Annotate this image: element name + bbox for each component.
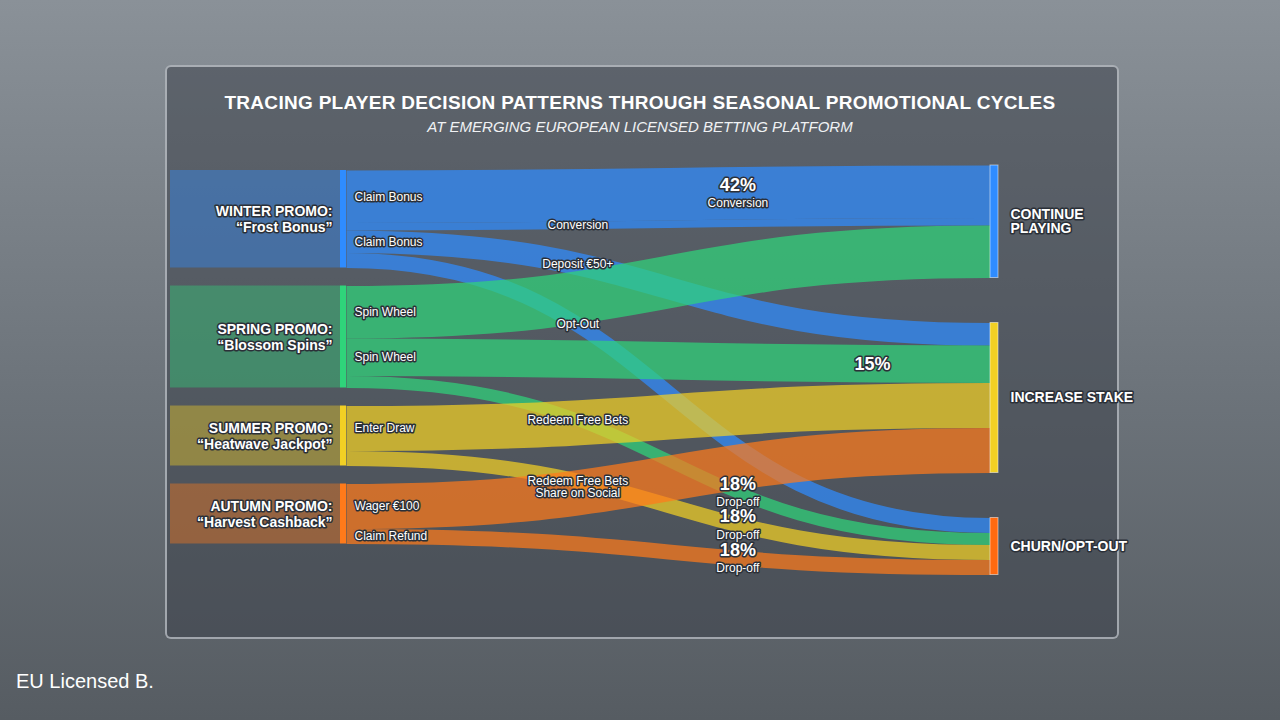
svg-text:42%: 42%	[720, 175, 756, 195]
svg-text:Claim Bonus: Claim Bonus	[355, 235, 423, 249]
svg-text:18%: 18%	[720, 540, 756, 560]
svg-text:SUMMER PROMO:“Heatwave Jackpot: SUMMER PROMO:“Heatwave Jackpot”	[197, 420, 332, 452]
html-text:AT EMERGING EUROPEAN LICENSED: AT EMERGING EUROPEAN LICENSED BETTING PL…	[427, 118, 853, 135]
svg-text:Claim Refund: Claim Refund	[355, 529, 428, 543]
svg-text:15%: 15%	[854, 354, 890, 374]
svg-text:Drop-off: Drop-off	[716, 561, 760, 575]
svg-text:Deposit €50+: Deposit €50+	[542, 257, 613, 271]
svg-text:Spin Wheel: Spin Wheel	[355, 305, 416, 319]
svg-text:18%: 18%	[720, 474, 756, 494]
svg-text:Claim Bonus: Claim Bonus	[355, 190, 423, 204]
svg-text:AUTUMN PROMO:“Harvest Cashback: AUTUMN PROMO:“Harvest Cashback”	[197, 498, 332, 530]
svg-text:Opt-Out: Opt-Out	[556, 317, 599, 331]
svg-text:CHURN/OPT-OUT: CHURN/OPT-OUT	[1011, 538, 1128, 554]
svg-text:Redeem Free Bets: Redeem Free Bets	[527, 474, 629, 489]
svg-text:INCREASE STAKE: INCREASE STAKE	[1011, 389, 1134, 405]
svg-text:Conversion: Conversion	[708, 196, 769, 210]
html-text:TRACING PLAYER DECISION PATTER: TRACING PLAYER DECISION PATTERNS THROUGH…	[224, 92, 1056, 113]
svg-text:Spin Wheel: Spin Wheel	[355, 350, 416, 364]
svg-text:CONTINUEPLAYING: CONTINUEPLAYING	[1011, 206, 1084, 236]
svg-text:18%: 18%	[720, 506, 756, 526]
svg-text:SPRING PROMO:“Blossom Spins”: SPRING PROMO:“Blossom Spins”	[217, 321, 332, 353]
svg-text:Redeem Free Bets: Redeem Free Bets	[527, 413, 628, 427]
svg-text:Share on Social: Share on Social	[535, 486, 620, 500]
svg-text:Conversion: Conversion	[547, 218, 608, 232]
svg-text:Wager €100: Wager €100	[355, 499, 420, 513]
svg-text:Enter Draw: Enter Draw	[355, 421, 415, 435]
svg-text:Drop-off: Drop-off	[716, 528, 760, 542]
svg-text:Drop-off: Drop-off	[716, 495, 760, 509]
html-text:EU Licensed B.: EU Licensed B.	[16, 670, 154, 692]
svg-text:WINTER PROMO:“Frost Bonus”: WINTER PROMO:“Frost Bonus”	[216, 203, 333, 235]
